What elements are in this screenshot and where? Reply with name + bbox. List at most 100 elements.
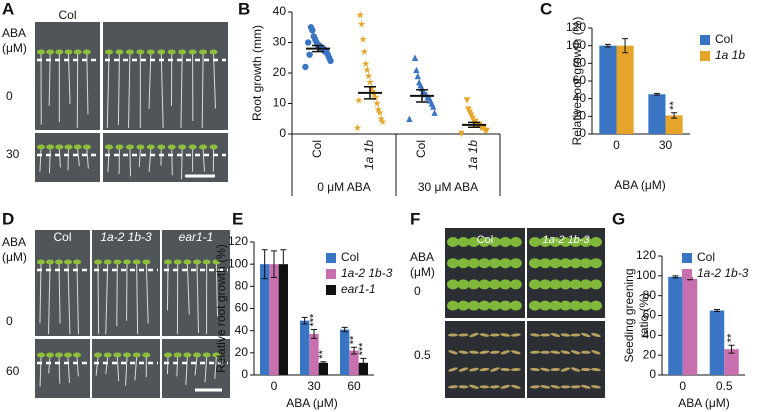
data-point: [361, 59, 370, 68]
y-axis-label: Relative root growth (%): [570, 17, 584, 146]
error-bar: [604, 43, 611, 48]
seedling: [499, 300, 512, 311]
root: [148, 148, 152, 172]
error-bar: [653, 92, 660, 96]
seedling: [500, 333, 511, 337]
y-tick-label: 10: [273, 96, 287, 110]
root: [105, 263, 109, 335]
significance: **: [668, 101, 680, 110]
photo: [35, 22, 100, 130]
root: [48, 148, 51, 174]
data-point: [357, 20, 366, 28]
bar: [318, 362, 328, 375]
seedling: [469, 384, 479, 389]
seedling: [457, 258, 470, 269]
data-point: [413, 66, 420, 74]
root: [166, 356, 169, 374]
cotyledon: [125, 144, 134, 150]
bar: [599, 45, 617, 134]
y-tick-label: 80: [235, 279, 249, 293]
cotyledon: [142, 352, 151, 358]
seedling: [549, 237, 562, 247]
group-label: 30 μM ABA: [418, 180, 478, 194]
root: [58, 148, 61, 168]
error-bar: [728, 344, 735, 354]
y-axis-label: Root growth (mm): [250, 25, 264, 121]
panel-label: G: [612, 209, 625, 228]
seedling: [510, 333, 521, 337]
root: [58, 263, 61, 324]
root: [67, 148, 69, 171]
error-bar: [311, 329, 317, 339]
seedling: [529, 258, 541, 269]
data-point: [371, 93, 380, 101]
significance: ***: [308, 313, 320, 327]
panel-label: C: [540, 0, 552, 18]
seedling: [478, 237, 491, 247]
cotyledon: [113, 259, 122, 265]
data-point: [458, 130, 465, 138]
seedling: [529, 237, 541, 247]
seedling: [447, 279, 459, 290]
cotyledon: [73, 49, 82, 55]
seedling: [590, 367, 601, 372]
x-tick-label: 0.5: [716, 379, 733, 393]
root: [39, 148, 42, 172]
cotyledon: [173, 352, 182, 358]
root: [180, 53, 183, 129]
y-tick-label: 30: [273, 35, 287, 49]
seedling: [509, 279, 522, 290]
seedling: [499, 237, 512, 247]
seedling: [550, 385, 561, 389]
cotyledon: [94, 352, 102, 358]
cotyledon: [136, 49, 145, 55]
seedling: [489, 350, 500, 354]
data-point: [363, 65, 372, 74]
error-bar: [280, 249, 287, 280]
seedling: [469, 332, 479, 338]
y-tick-label: 0: [279, 126, 286, 140]
x-axis-label: ABA (μM): [286, 396, 338, 410]
seedling: [467, 258, 480, 269]
seedling: [539, 300, 552, 311]
seedling: [559, 258, 572, 269]
root: [116, 356, 120, 382]
seedling: [580, 368, 591, 372]
cotyledon: [73, 352, 81, 358]
seedling: [569, 258, 582, 269]
seedling: [509, 300, 522, 311]
data-point: [353, 123, 362, 132]
root: [58, 356, 61, 384]
seedling: [549, 279, 562, 290]
seedling: [560, 367, 571, 372]
seedling: [589, 258, 602, 269]
cotyledon: [199, 49, 208, 55]
significance: **: [348, 335, 360, 344]
legend-label: 1a-2 1b-3: [697, 266, 749, 280]
cotyledon: [167, 144, 176, 150]
bar: [278, 264, 288, 375]
row-label: 0: [414, 284, 421, 298]
column-label: Col: [53, 230, 71, 244]
error-bar: [312, 44, 324, 53]
seedling: [479, 350, 490, 354]
root: [204, 356, 208, 383]
y-tick-label: 100: [228, 256, 248, 270]
error-bar: [364, 85, 376, 100]
data-point: [360, 47, 369, 56]
aba-label: ABA: [410, 250, 434, 264]
row-label: 0.5: [414, 348, 431, 362]
cotyledon: [113, 352, 122, 358]
x-tick-label: 0: [613, 138, 620, 152]
legend-swatch: [326, 253, 336, 263]
x-axis-label: ABA (μM): [614, 178, 666, 192]
seedling: [529, 300, 541, 311]
seedling: [589, 237, 602, 247]
cotyledon: [157, 49, 166, 55]
cotyledon: [37, 259, 45, 265]
y-tick-label: 80: [643, 288, 657, 302]
seedling: [457, 237, 470, 247]
column-label: 1a-2 1b-3: [542, 234, 590, 246]
cotyledon: [132, 259, 141, 265]
cotyledon: [82, 49, 91, 55]
